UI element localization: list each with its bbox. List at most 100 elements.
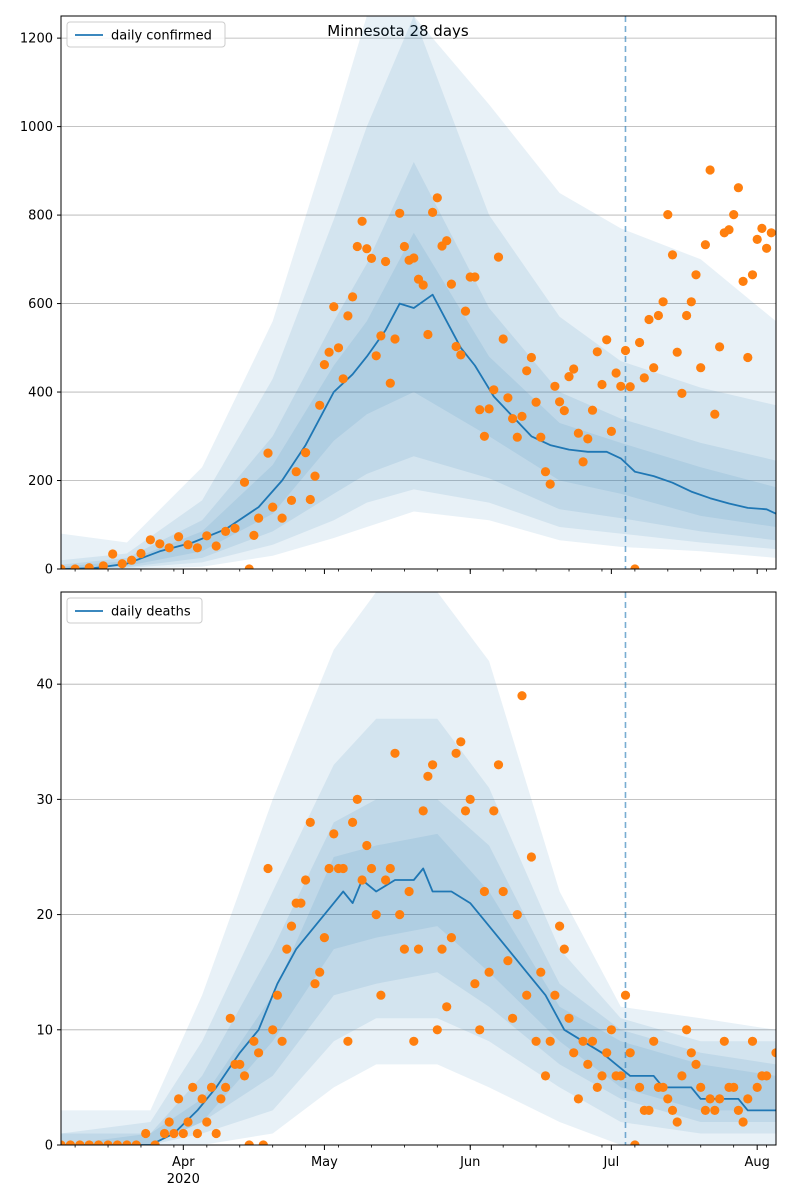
confirmed-data-point <box>423 329 433 340</box>
deaths-data-point <box>733 1105 744 1115</box>
confirmed-data-point <box>503 393 513 403</box>
deaths-data-point <box>620 990 631 1000</box>
confirmed-data-point <box>366 253 377 263</box>
deaths-data-point <box>122 1140 132 1145</box>
deaths-data-point <box>503 956 513 966</box>
deaths-data-point <box>272 990 282 1000</box>
deaths-data-point <box>343 1036 353 1046</box>
deaths-data-point <box>559 944 569 954</box>
confirmed-data-point <box>733 183 744 193</box>
deaths-data-point <box>61 1140 66 1145</box>
confirmed-data-point <box>489 385 499 395</box>
confirmed-data-point <box>738 276 748 286</box>
deaths-plot-area <box>61 592 776 1145</box>
confirmed-band-inner <box>61 232 776 569</box>
deaths-data-point <box>517 691 527 701</box>
confirmed-data-point <box>611 368 621 378</box>
deaths-data-point <box>489 806 499 816</box>
deaths-data-point <box>319 933 329 943</box>
deaths-y-tick-label: 30 <box>36 793 53 808</box>
deaths-data-point <box>131 1140 141 1145</box>
confirmed-data-point <box>460 306 471 316</box>
deaths-x-tick-label: Jun <box>459 1155 480 1170</box>
deaths-y-tick-label: 10 <box>36 1023 53 1038</box>
deaths-data-point <box>451 748 461 758</box>
deaths-data-point <box>569 1048 579 1058</box>
confirmed-data-point <box>244 564 254 569</box>
confirmed-data-point <box>635 337 645 348</box>
deaths-data-point <box>719 1036 729 1046</box>
confirmed-data-point <box>757 223 767 233</box>
deaths-data-point <box>315 967 325 977</box>
deaths-data-point <box>437 944 447 954</box>
confirmed-data-point <box>649 363 659 373</box>
deaths-data-point <box>202 1117 212 1127</box>
deaths-data-point <box>743 1094 753 1104</box>
deaths-data-point <box>399 944 409 954</box>
deaths-data-point <box>338 863 348 874</box>
deaths-data-point <box>432 1025 442 1035</box>
deaths-data-point <box>592 1082 602 1092</box>
confirmed-data-point <box>747 270 758 280</box>
confirmed-data-point <box>743 352 753 363</box>
confirmed-data-point <box>729 210 739 220</box>
deaths-data-point <box>573 1094 584 1104</box>
deaths-data-point <box>545 1036 555 1046</box>
confirmed-data-point <box>446 279 456 289</box>
confirmed-data-point <box>192 543 202 553</box>
confirmed-data-point <box>136 548 146 559</box>
deaths-data-point <box>286 921 297 931</box>
deaths-data-point <box>635 1082 645 1092</box>
deaths-data-point <box>159 1128 170 1139</box>
confirmed-data-point <box>343 311 353 321</box>
deaths-x-tick-label: Aug <box>744 1155 769 1170</box>
confirmed-data-point <box>479 431 489 441</box>
confirmed-data-point <box>319 360 329 370</box>
deaths-data-point <box>667 1105 678 1115</box>
confirmed-data-point <box>724 225 734 235</box>
deaths-data-point <box>507 1013 518 1023</box>
confirmed-data-point <box>559 406 569 416</box>
confirmed-data-point <box>639 373 649 383</box>
deaths-data-point <box>752 1082 762 1092</box>
deaths-data-point <box>254 1048 264 1058</box>
confirmed-data-point <box>653 310 664 321</box>
confirmed-data-point <box>606 426 617 436</box>
confirmed-data-point <box>602 335 612 345</box>
deaths-data-point <box>296 898 306 908</box>
deaths-data-point <box>357 875 367 885</box>
deaths-data-point <box>244 1140 254 1145</box>
deaths-data-point <box>630 1140 640 1145</box>
deaths-data-point <box>324 863 334 874</box>
confirmed-data-point <box>672 347 682 357</box>
deaths-data-point <box>371 910 381 920</box>
confirmed-data-point <box>540 467 551 477</box>
deaths-data-point <box>376 990 386 1000</box>
confirmed-axes-frame <box>60 15 777 570</box>
confirmed-data-point <box>108 549 118 559</box>
confirmed-data-point <box>418 280 428 290</box>
confirmed-data-point <box>762 243 772 253</box>
deaths-data-point <box>381 875 391 885</box>
deaths-data-point <box>705 1094 715 1104</box>
deaths-data-point <box>174 1094 184 1104</box>
confirmed-y-tick-label: 0 <box>45 563 53 578</box>
figure-title: Minnesota 28 days <box>327 22 469 40</box>
confirmed-data-point <box>620 345 631 356</box>
deaths-data-point <box>446 933 456 943</box>
confirmed-data-point <box>536 432 546 442</box>
panel-confirmed: 0 200 400 600 800 1000 1200 daily confirmed <box>20 15 777 578</box>
deaths-data-point <box>587 1036 598 1046</box>
deaths-data-point <box>498 886 508 897</box>
confirmed-data-point <box>545 479 555 489</box>
confirmed-data-point <box>315 400 325 410</box>
deaths-data-point <box>616 1071 626 1081</box>
confirmed-data-point <box>550 381 560 391</box>
deaths-data-point <box>442 1002 452 1012</box>
confirmed-data-point <box>705 165 715 175</box>
deaths-y-tick-label: 40 <box>36 678 53 693</box>
deaths-data-point <box>606 1025 617 1035</box>
confirmed-y-tick-label: 600 <box>28 297 53 312</box>
deaths-data-point <box>366 863 377 874</box>
deaths-data-point <box>747 1036 758 1046</box>
